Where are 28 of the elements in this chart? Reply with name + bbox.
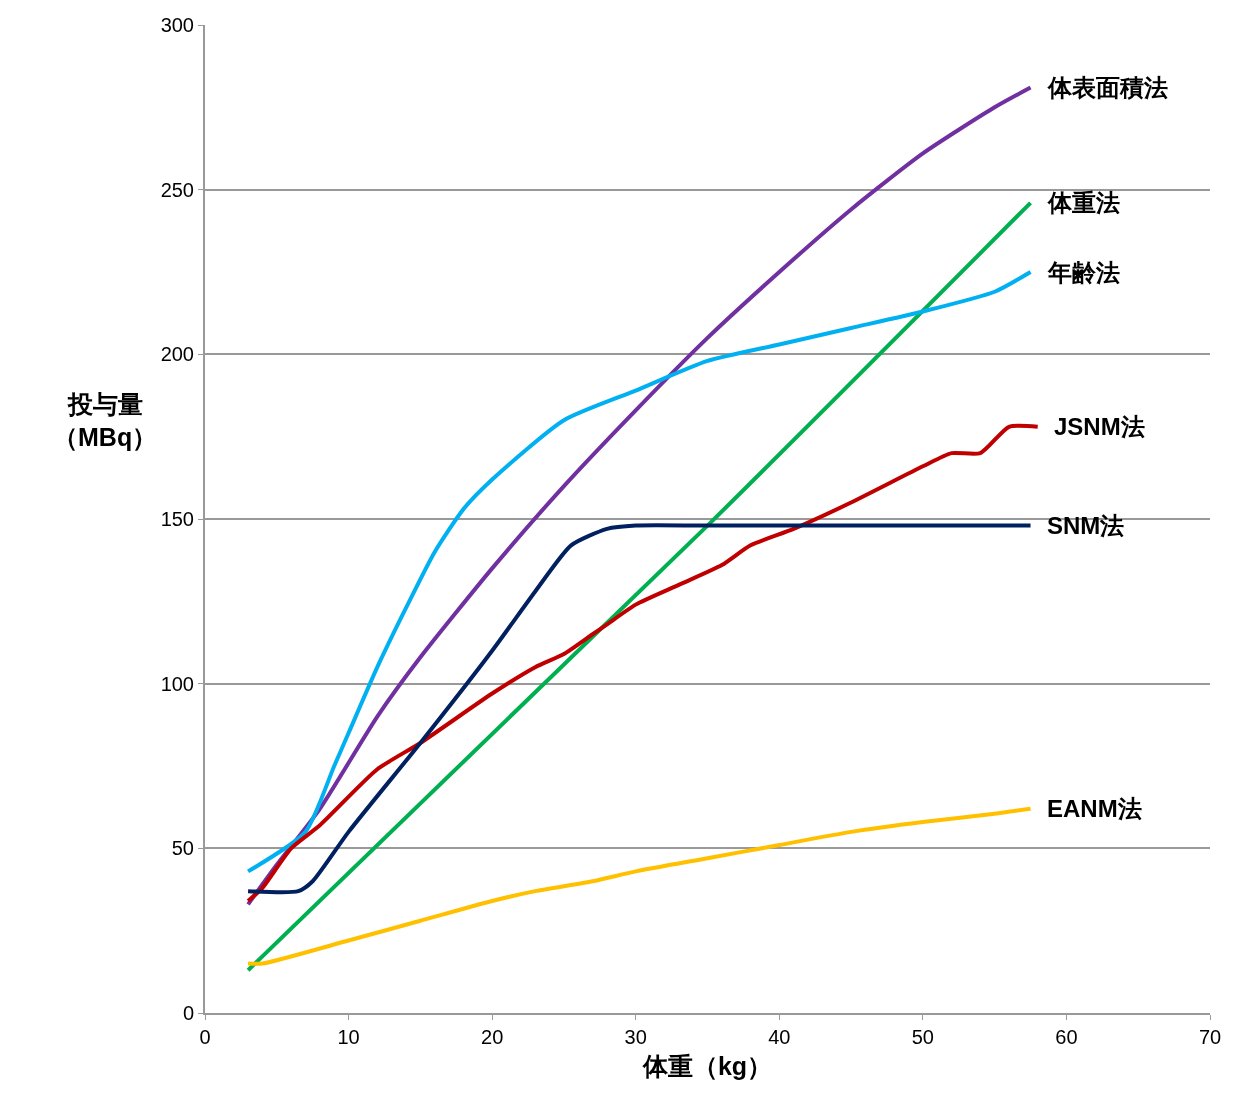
x-axis-title: 体重（kg） xyxy=(641,1051,773,1080)
x-tick-label: 50 xyxy=(911,1026,934,1048)
line-series xyxy=(246,523,1033,895)
series-label: 体表面積法 xyxy=(1047,74,1168,101)
y-tick-label: 0 xyxy=(182,1002,194,1024)
x-tick-label: 0 xyxy=(199,1026,211,1048)
x-tick-label: 20 xyxy=(481,1026,504,1048)
series-label: 体重法 xyxy=(1047,189,1120,216)
y-axis-title: 投与量（MBq） xyxy=(53,390,158,451)
y-tick-label: 200 xyxy=(160,343,194,366)
line-series xyxy=(246,85,1033,907)
y-tick-label: 100 xyxy=(160,672,194,695)
y-tick-label: 50 xyxy=(171,837,194,860)
series-label: SNM法 xyxy=(1047,512,1125,539)
y-tick-label: 250 xyxy=(160,178,194,201)
line-series xyxy=(246,806,1033,966)
line-series xyxy=(246,423,1040,904)
series-label: 年齢法 xyxy=(1047,259,1120,286)
series-label: EANM法 xyxy=(1047,795,1142,822)
x-tick-label: 10 xyxy=(337,1026,360,1048)
x-tick-label: 30 xyxy=(624,1026,647,1048)
line-series xyxy=(246,270,1033,874)
y-tick-label: 150 xyxy=(160,508,194,530)
y-tick-label: 300 xyxy=(160,14,194,36)
x-tick-label: 40 xyxy=(768,1026,791,1048)
x-tick-label: 60 xyxy=(1055,1026,1078,1048)
x-tick-label: 70 xyxy=(1198,1026,1222,1048)
series-label: JSNM法 xyxy=(1054,413,1145,440)
